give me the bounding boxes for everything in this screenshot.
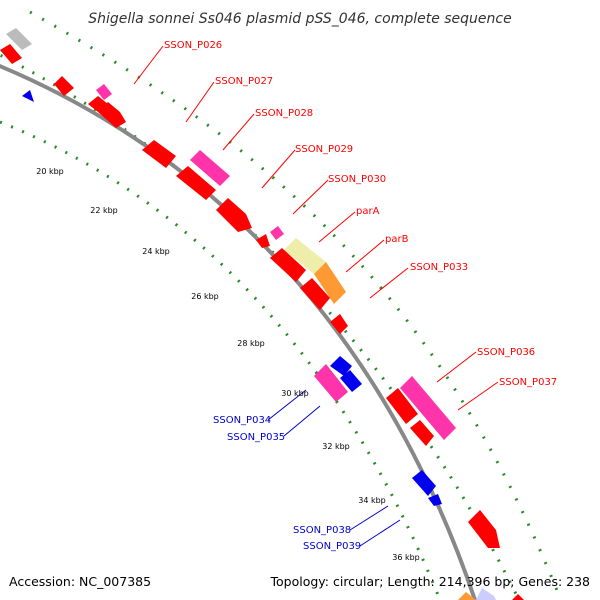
gene-feature: [314, 262, 346, 304]
gene-feature: [270, 226, 284, 240]
kbp-label: 22 kbp: [90, 206, 118, 215]
gene-label: SSON_P027: [215, 76, 273, 87]
gene-label: SSON_P026: [164, 40, 222, 51]
gene-feature: [284, 238, 326, 274]
sequence-backbone: [0, 64, 477, 600]
reverse-features: [22, 90, 442, 506]
gene-feature: [412, 470, 436, 496]
gene-feature: [476, 588, 496, 600]
gene-feature: [98, 102, 126, 128]
gene-label: SSON_P039: [303, 541, 361, 552]
forward-features: [0, 28, 524, 600]
kbp-label: 26 kbp: [191, 292, 219, 301]
gene-feature: [458, 592, 476, 600]
gene-feature: [410, 420, 434, 446]
gene-label: SSON_P033: [410, 262, 468, 273]
kbp-label: 30 kbp: [281, 389, 309, 398]
gene-label: SSON_P036: [477, 347, 535, 358]
topology-summary: Topology: circular; Length: 214,396 bp; …: [270, 574, 591, 589]
kbp-label: 28 kbp: [237, 339, 265, 348]
gene-feature: [300, 278, 330, 310]
gene-feature: [330, 356, 352, 376]
kbp-label: 32 kbp: [322, 442, 350, 451]
gene-feature: [256, 234, 270, 248]
kbp-label: 20 kbp: [36, 167, 64, 176]
gene-label: SSON_P029: [295, 144, 353, 155]
gene-label: SSON_P034: [213, 415, 271, 426]
gene-feature: [176, 166, 216, 200]
gene-feature: [428, 494, 442, 506]
forward-gene-labels: SSON_P026 SSON_P027 SSON_P028 SSON_P029 …: [164, 40, 557, 388]
gene-label: SSON_P038: [293, 525, 351, 536]
gene-feature: [400, 376, 456, 440]
inner-dotted-ring: [0, 120, 440, 596]
outer-tick-ring: [29, 10, 562, 599]
gene-label: SSON_P035: [227, 432, 285, 443]
gene-feature: [340, 370, 362, 392]
kbp-label: 34 kbp: [358, 496, 386, 505]
gene-feature: [386, 388, 418, 424]
forward-leader-lines: [133, 45, 499, 411]
reverse-leader-lines: [267, 389, 401, 547]
gene-feature: [270, 248, 306, 282]
gene-feature: [330, 314, 348, 334]
kbp-label: 24 kbp: [142, 247, 170, 256]
gene-feature: [142, 140, 176, 168]
map-title: Shigella sonnei Ss046 plasmid pSS_046, c…: [88, 11, 511, 27]
gene-feature: [190, 150, 230, 186]
gene-label: SSON_P037: [499, 377, 557, 388]
gene-feature: [96, 84, 112, 100]
gene-label: parB: [385, 234, 409, 245]
reverse-gene-labels: SSON_P034 SSON_P035 SSON_P038 SSON_P039: [213, 415, 361, 552]
gene-feature: [468, 510, 500, 548]
gene-feature: [216, 198, 252, 232]
accession-text: Accession: NC_007385: [9, 574, 151, 589]
gene-label: parA: [356, 206, 380, 217]
gene-feature: [22, 90, 34, 102]
gene-feature: [512, 594, 524, 600]
outer-dotted-ring: [0, 53, 520, 599]
gene-feature: [6, 28, 32, 50]
gene-feature: [314, 364, 348, 402]
gene-label: SSON_P030: [328, 174, 386, 185]
gene-feature: [0, 44, 22, 64]
kbp-ticks: 20 kbp 22 kbp 24 kbp 26 kbp 28 kbp 30 kb…: [36, 167, 420, 562]
kbp-label: 36 kbp: [392, 553, 420, 562]
gene-feature: [54, 76, 74, 96]
gene-label: SSON_P028: [255, 108, 313, 119]
